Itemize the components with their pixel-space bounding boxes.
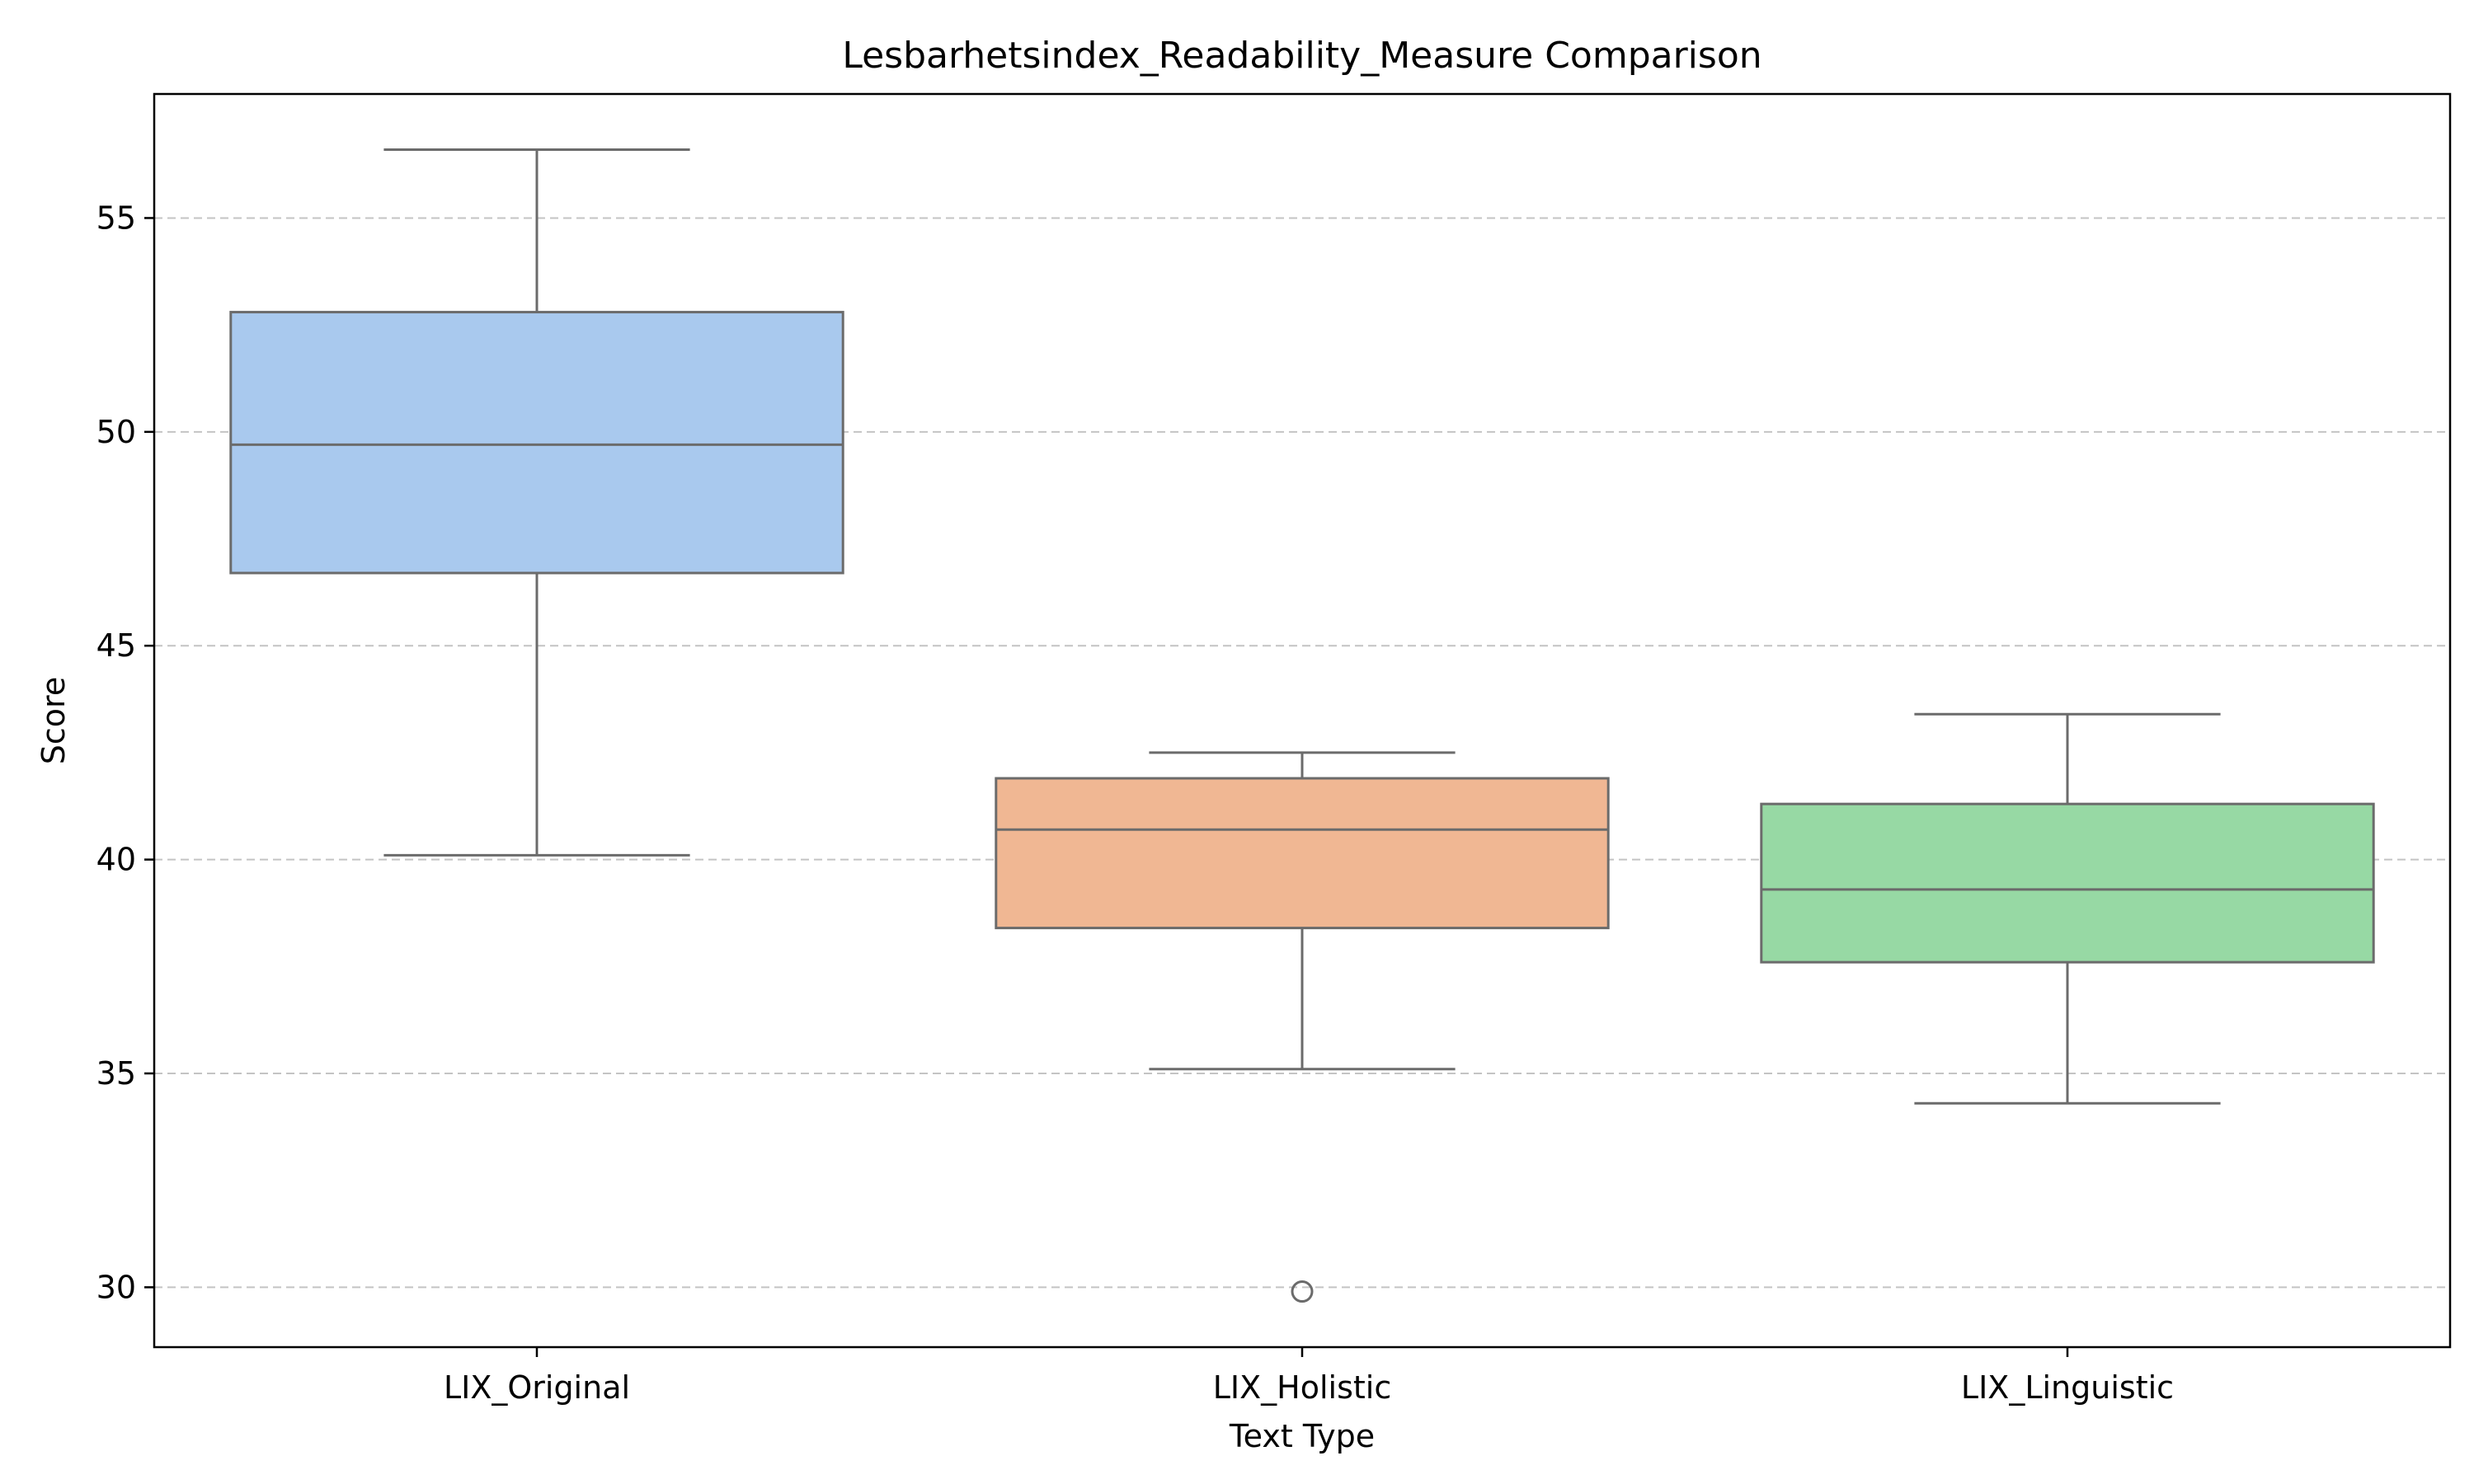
y-tick-label: 30 — [96, 1269, 136, 1305]
iqr-box — [1760, 802, 2375, 964]
x-axis-label: Text Type — [1229, 1418, 1375, 1454]
y-axis-label: Score — [35, 677, 72, 764]
box-LIX_Holistic — [995, 751, 1610, 1303]
iqr-box — [229, 311, 844, 575]
iqr-box — [995, 777, 1610, 930]
y-tick-label: 40 — [96, 842, 136, 878]
y-tick-label: 45 — [96, 627, 136, 664]
y-tick-label: 55 — [96, 200, 136, 236]
boxes — [229, 148, 2375, 1303]
y-axis-ticks: 30 35 40 45 50 55 — [96, 200, 154, 1305]
y-tick-label: 35 — [96, 1055, 136, 1092]
x-axis-ticks: LIX_Original LIX_Holistic LIX_Linguistic — [444, 1347, 2174, 1406]
y-tick-label: 50 — [96, 414, 136, 450]
x-tick-label: LIX_Holistic — [1213, 1369, 1392, 1406]
box-LIX_Linguistic — [1760, 712, 2375, 1105]
x-tick-label: LIX_Original — [444, 1369, 630, 1406]
outlier-point — [1291, 1280, 1314, 1303]
box-LIX_Original — [229, 148, 844, 857]
x-tick-label: LIX_Linguistic — [1961, 1369, 2174, 1406]
chart-title: Lesbarhetsindex_Readability_Measure Comp… — [842, 35, 1761, 77]
plot-frame — [153, 92, 2452, 1349]
